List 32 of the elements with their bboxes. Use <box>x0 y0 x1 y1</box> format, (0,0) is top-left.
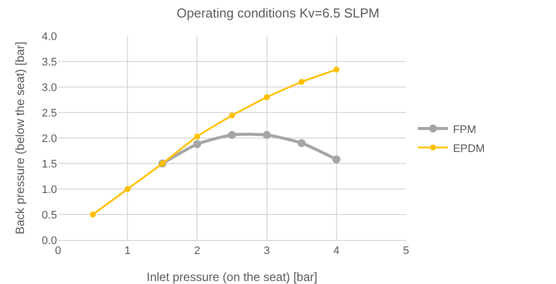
y-axis-title: Back pressure (below the seat) [bar] <box>13 42 27 234</box>
y-tick-label: 3.0 <box>42 82 57 94</box>
point <box>264 94 270 100</box>
y-tick-label: 4.0 <box>42 30 57 43</box>
point <box>333 66 340 73</box>
x-tick-label: 5 <box>402 245 410 258</box>
x-tick-label: 0 <box>54 245 62 258</box>
point <box>332 155 340 164</box>
point <box>194 133 200 140</box>
legend-label: FPM <box>452 124 476 136</box>
point <box>229 112 235 119</box>
point <box>298 139 306 148</box>
y-tick-label: 1.0 <box>42 184 57 196</box>
point <box>193 140 202 148</box>
y-tick-label: 0.0 <box>42 234 57 247</box>
y-tick-label: 2.0 <box>42 132 57 145</box>
point <box>228 130 236 139</box>
x-axis-title: Inlet pressure (on the seat) [bar] <box>146 270 318 284</box>
legend-label: EPDM <box>452 142 485 155</box>
x-tick-label: 1 <box>124 245 131 258</box>
point <box>90 212 96 218</box>
x-tick-label: 4 <box>333 245 340 258</box>
point <box>124 186 131 192</box>
y-tick-label: 3.5 <box>42 56 57 68</box>
y-tick-label: 2.5 <box>42 107 57 120</box>
x-tick-label: 3 <box>264 245 270 258</box>
chart-title: Operating conditions Kv=6.5 SLPM <box>176 6 380 21</box>
y-tick-label: 0.5 <box>42 209 57 222</box>
x-tick-label: 2 <box>194 245 200 258</box>
point <box>298 78 305 85</box>
point <box>262 130 271 139</box>
y-tick-label: 1.5 <box>42 158 57 170</box>
